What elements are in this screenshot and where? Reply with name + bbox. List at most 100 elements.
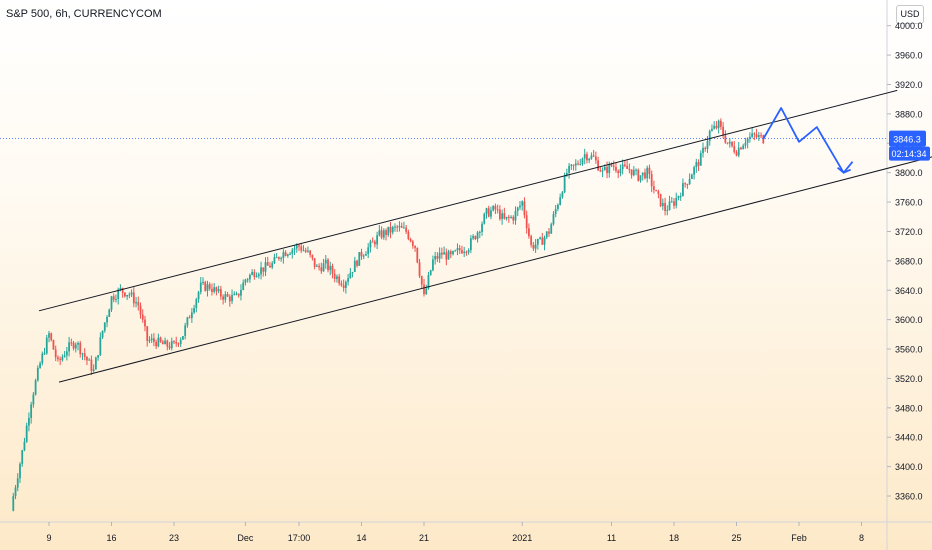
candle-body bbox=[166, 340, 169, 347]
candle-body bbox=[436, 256, 439, 259]
candle-body bbox=[655, 189, 658, 192]
candle-body bbox=[659, 193, 662, 207]
candle-body bbox=[474, 236, 477, 240]
projection-path[interactable] bbox=[762, 107, 854, 174]
x-tick-label: 2021 bbox=[512, 533, 532, 543]
candle-body bbox=[112, 296, 115, 300]
candle-body bbox=[563, 175, 566, 193]
candle-body bbox=[94, 357, 97, 370]
candle-body bbox=[666, 210, 669, 212]
candle-body bbox=[179, 339, 182, 345]
candle-body bbox=[92, 369, 95, 371]
candle-body bbox=[344, 281, 347, 289]
candle-body bbox=[465, 251, 468, 253]
candle-body bbox=[155, 341, 158, 347]
candle-body bbox=[101, 330, 104, 338]
candle-body bbox=[159, 337, 162, 342]
candle-body bbox=[639, 175, 642, 181]
candle-body bbox=[539, 237, 541, 239]
candle-body bbox=[601, 170, 604, 172]
candle-body bbox=[664, 202, 666, 211]
candle-body bbox=[177, 343, 180, 345]
candle-body bbox=[59, 359, 62, 361]
candle-body bbox=[77, 342, 79, 345]
y-tick-label: 3400.0 bbox=[895, 462, 923, 472]
candle-body bbox=[699, 153, 702, 166]
candle-body bbox=[340, 283, 343, 286]
candle-body bbox=[199, 282, 202, 293]
candle-body bbox=[724, 135, 727, 143]
candle-body bbox=[684, 183, 687, 185]
candle-body bbox=[454, 250, 457, 252]
candle-body bbox=[706, 141, 709, 149]
channel-lower-line[interactable] bbox=[58, 154, 932, 383]
candle-body bbox=[83, 353, 86, 357]
countdown-label: 02:14:34 bbox=[891, 149, 926, 159]
candle-body bbox=[648, 167, 651, 174]
candle-body bbox=[559, 197, 562, 205]
candle-body bbox=[485, 208, 488, 214]
candle-body bbox=[418, 262, 421, 277]
candle-body bbox=[753, 133, 756, 135]
candle-body bbox=[570, 164, 573, 166]
candle-body bbox=[376, 235, 379, 245]
candle-body bbox=[365, 254, 367, 256]
last-price-badge bbox=[889, 130, 926, 147]
candle-body bbox=[735, 152, 738, 156]
candle-body bbox=[612, 165, 615, 168]
candle-body bbox=[673, 201, 675, 206]
candle-body bbox=[403, 227, 405, 229]
candle-body bbox=[369, 241, 372, 248]
candle-body bbox=[320, 267, 323, 272]
candle-body bbox=[695, 162, 698, 168]
candle-body bbox=[532, 244, 535, 249]
candle-body bbox=[135, 302, 137, 304]
candle-body bbox=[407, 231, 410, 239]
candle-body bbox=[434, 256, 437, 260]
candle-body bbox=[260, 267, 262, 275]
candle-body bbox=[693, 167, 695, 175]
candle-body bbox=[322, 263, 325, 272]
currency-button[interactable]: USD bbox=[896, 5, 924, 24]
x-tick-label: 17:00 bbox=[288, 533, 311, 543]
candle-body bbox=[184, 325, 187, 337]
candle-body bbox=[351, 271, 354, 273]
candle-body bbox=[356, 260, 358, 266]
y-tick-label: 3560.0 bbox=[895, 345, 923, 355]
y-tick-label: 3920.0 bbox=[895, 80, 923, 90]
candle-body bbox=[697, 162, 700, 166]
candle-body bbox=[608, 163, 611, 174]
channel-upper-line[interactable] bbox=[38, 89, 898, 312]
candle-body bbox=[43, 353, 46, 355]
candle-body bbox=[23, 441, 26, 451]
candle-body bbox=[599, 170, 602, 172]
candle-body bbox=[719, 120, 722, 127]
candle-body bbox=[14, 487, 17, 497]
candle-body bbox=[289, 253, 291, 255]
candle-body bbox=[623, 164, 626, 166]
x-tick-label: 21 bbox=[419, 533, 429, 543]
candle-body bbox=[534, 244, 537, 249]
candle-body bbox=[188, 317, 191, 319]
candle-body bbox=[505, 216, 508, 219]
x-tick-label: 18 bbox=[669, 533, 679, 543]
candle-body bbox=[338, 276, 341, 284]
y-tick-label: 3960.0 bbox=[895, 51, 923, 61]
candle-body bbox=[12, 496, 15, 511]
candle-body bbox=[536, 238, 539, 245]
x-tick-label: 14 bbox=[356, 533, 366, 543]
candle-body bbox=[445, 252, 448, 260]
candle-body bbox=[331, 265, 334, 274]
candle-body bbox=[304, 250, 307, 252]
candle-body bbox=[617, 170, 620, 174]
candle-body bbox=[286, 254, 289, 256]
candle-body bbox=[161, 341, 164, 345]
candle-body bbox=[28, 417, 30, 426]
candle-body bbox=[387, 226, 390, 235]
candle-body bbox=[590, 155, 593, 159]
candle-body bbox=[208, 284, 211, 289]
candle-body bbox=[108, 309, 111, 317]
candle-body bbox=[583, 154, 586, 159]
candle-body bbox=[490, 210, 492, 217]
